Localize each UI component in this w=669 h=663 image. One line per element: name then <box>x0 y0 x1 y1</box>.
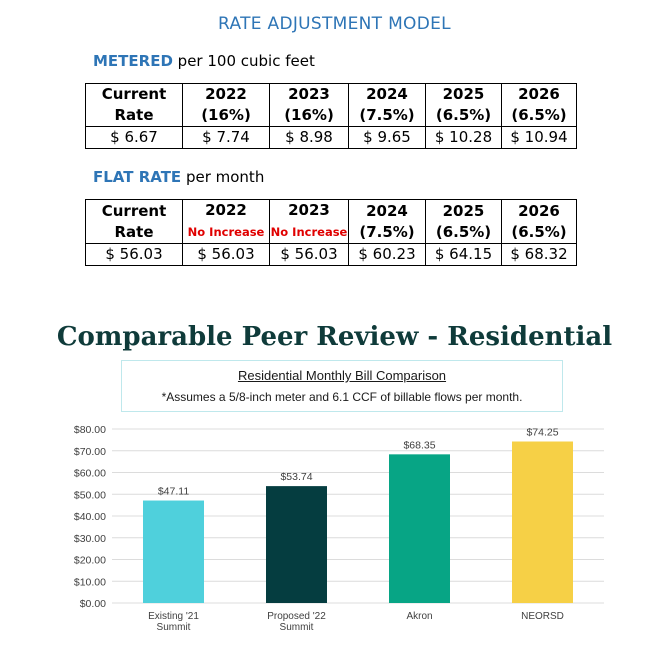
flat-col-2022: 2022 No Increase <box>182 199 270 244</box>
chart-note-title: Residential Monthly Bill Comparison <box>237 368 447 383</box>
flat-col-2026-line2: (6.5%) <box>511 222 567 241</box>
metered-col-2023: 2023 (16%) <box>269 83 349 127</box>
metered-value-2025: $ 10.28 <box>425 126 502 149</box>
x-tick-label: Summit <box>157 622 191 633</box>
metered-value-2022: $ 7.74 <box>182 126 270 149</box>
flat-col-current: Current Rate <box>85 199 183 244</box>
bar <box>266 486 327 603</box>
metered-label-rest: per 100 cubic feet <box>172 52 315 70</box>
flat-value-row: $ 56.03 $ 56.03 $ 56.03 $ 60.23 $ 64.15 … <box>85 243 577 266</box>
y-tick-label: $70.00 <box>74 446 106 458</box>
flat-col-current-line1: Current <box>101 201 167 220</box>
flat-header-row: Current Rate 2022 No Increase 2023 No Incre… <box>85 199 577 244</box>
page-title: RATE ADJUSTMENT MODEL <box>218 14 451 34</box>
y-tick-label: $0.00 <box>80 598 106 610</box>
peer-review-title: Comparable Peer Review - Residential <box>56 322 613 352</box>
flat-value-2026: $ 68.32 <box>501 243 577 266</box>
metered-col-2023-line1: 2023 <box>288 85 330 103</box>
metered-header-row: Current Rate 2022 (16%) 2023 (16%) 2024 (7.5… <box>85 83 577 127</box>
y-tick-label: $60.00 <box>74 468 106 480</box>
flat-col-2025: 2025 (6.5%) <box>425 199 502 244</box>
flat-col-2024-line1: 2024 <box>366 201 408 220</box>
metered-col-2025: 2025 (6.5%) <box>425 83 502 127</box>
metered-col-2025-line1: 2025 <box>442 85 485 103</box>
y-tick-label: $80.00 <box>74 424 106 436</box>
metered-col-2026-line2: (6.5%) <box>511 106 567 124</box>
flat-rate-table: Current Rate 2022 No Increase 2023 No Incre… <box>85 199 577 266</box>
flat-col-2025-line1: 2025 <box>442 201 485 220</box>
x-tick-label: Akron <box>406 611 432 622</box>
metered-value-2023: $ 8.98 <box>269 126 349 149</box>
flat-col-2024: 2024 (7.5%) <box>348 199 426 244</box>
metered-col-2026: 2026 (6.5%) <box>501 83 577 127</box>
flat-label-strong: FLAT RATE <box>93 168 182 186</box>
metered-col-2022-line2: (16%) <box>201 106 251 124</box>
flat-col-2025-line2: (6.5%) <box>435 222 492 241</box>
chart-note-box: Residential Monthly Bill Comparison *Ass… <box>121 360 563 412</box>
bill-comparison-chart: $0.00 $10.00 $20.00 $30.00 $40.00 $50.00 $60.0… <box>74 424 604 633</box>
flat-value-2023: $ 56.03 <box>269 243 349 266</box>
x-tick-label: Proposed '22 <box>267 611 326 622</box>
flat-col-2023-no-increase: No Increase <box>270 225 348 239</box>
metered-col-2023-line2: (16%) <box>284 106 334 124</box>
x-tick-label: Existing '21 <box>148 611 199 622</box>
y-tick-label: $30.00 <box>74 533 106 545</box>
metered-col-2024-line1: 2024 <box>366 85 408 103</box>
metered-label-strong: METERED <box>93 52 173 70</box>
metered-rate-table: Current Rate 2022 (16%) 2023 (16%) 2024 (7.5… <box>85 83 577 149</box>
bar <box>512 441 573 603</box>
metered-value-2026: $ 10.94 <box>501 126 577 149</box>
bar <box>143 500 204 603</box>
flat-col-2026-line1: 2026 <box>518 201 560 220</box>
metered-col-2025-line2: (6.5%) <box>435 106 492 124</box>
data-label: $47.11 <box>158 486 189 498</box>
metered-value-row: $ 6.67 $ 7.74 $ 8.98 $ 9.65 $ 10.28 $ 10… <box>85 126 577 149</box>
metered-value-current: $ 6.67 <box>85 126 183 149</box>
flat-section-label: FLAT RATE per month <box>93 168 264 186</box>
metered-value-2024: $ 9.65 <box>348 126 426 149</box>
flat-col-2024-line2: (7.5%) <box>359 222 415 241</box>
metered-col-2022: 2022 (16%) <box>182 83 270 127</box>
flat-value-2022: $ 56.03 <box>182 243 270 266</box>
metered-col-current-line1: Current <box>101 85 167 103</box>
bar <box>389 454 450 603</box>
metered-col-2024: 2024 (7.5%) <box>348 83 426 127</box>
flat-value-2024: $ 60.23 <box>348 243 426 266</box>
flat-col-current-line2: Rate <box>114 222 154 241</box>
metered-col-2022-line1: 2022 <box>205 85 247 103</box>
x-tick-label: NEORSD <box>521 611 564 622</box>
flat-value-2025: $ 64.15 <box>425 243 502 266</box>
flat-col-2023-line1: 2023 <box>288 201 330 219</box>
flat-col-2022-line1: 2022 <box>205 201 247 219</box>
x-tick-label: Summit <box>280 622 314 633</box>
metered-col-current-line2: Rate <box>114 106 154 124</box>
flat-col-2023: 2023 No Increase <box>269 199 349 244</box>
data-label: $74.25 <box>526 427 558 439</box>
flat-col-2022-no-increase: No Increase <box>187 225 265 239</box>
metered-col-current: Current Rate <box>85 83 183 127</box>
data-label: $68.35 <box>403 439 435 451</box>
metered-section-label: METERED per 100 cubic feet <box>93 52 315 70</box>
flat-value-current: $ 56.03 <box>85 243 183 266</box>
y-tick-label: $40.00 <box>74 511 106 523</box>
metered-col-2024-line2: (7.5%) <box>359 106 415 124</box>
y-tick-label: $20.00 <box>74 555 106 567</box>
y-tick-label: $50.00 <box>74 489 106 501</box>
flat-col-2026: 2026 (6.5%) <box>501 199 577 244</box>
flat-label-rest: per month <box>181 168 265 186</box>
data-label: $53.74 <box>280 471 312 483</box>
metered-col-2026-line1: 2026 <box>518 85 560 103</box>
y-tick-label: $10.00 <box>74 576 106 588</box>
chart-note-subtitle: *Assumes a 5/8-inch meter and 6.1 CCF of… <box>161 390 523 404</box>
